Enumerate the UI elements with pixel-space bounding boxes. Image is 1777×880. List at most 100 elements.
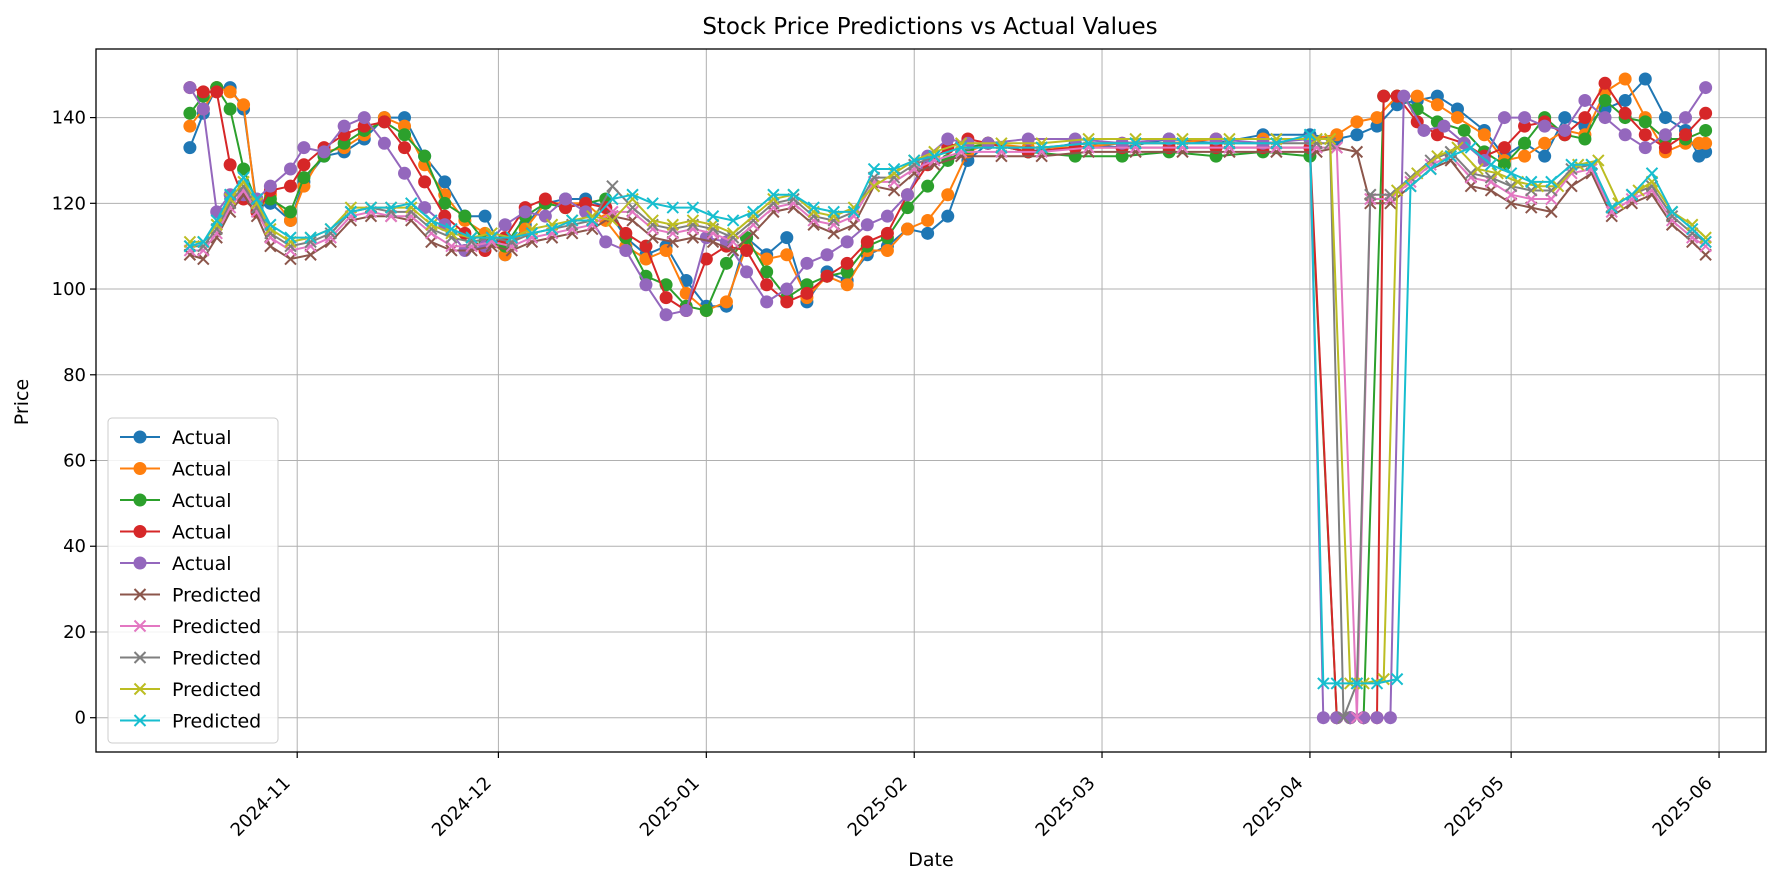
legend-entry: Predicted [120,648,261,670]
data-point [760,265,774,279]
data-point [606,192,619,206]
data-point [398,128,412,142]
data-point [606,214,619,227]
data-point [1618,93,1632,107]
data-point [659,291,673,305]
data-point [840,235,854,249]
y-tick-label: 40 [63,536,86,557]
data-point [679,273,693,287]
data-point [210,85,224,99]
data-point [1699,136,1713,150]
data-point [1638,141,1652,155]
data-point [1364,188,1377,201]
data-point [1497,111,1511,125]
data-point [1410,89,1424,103]
data-point [250,192,264,206]
data-point [425,214,438,227]
data-point [1457,136,1471,150]
data-point [1618,128,1632,142]
data-point [666,222,679,236]
data-point [699,252,713,266]
data-point [384,201,398,214]
legend-label: Actual [172,490,232,512]
data-point [760,252,774,266]
data-point [921,213,935,227]
data-point [606,179,619,193]
data-point [1638,128,1652,142]
data-point [941,209,955,223]
data-point [1303,128,1317,141]
data-point [1598,111,1612,125]
data-point [1484,158,1498,171]
data-point [921,226,935,240]
data-point [659,308,673,322]
data-point [1176,137,1189,150]
data-point [1316,711,1330,725]
data-point [740,243,754,257]
data-point [458,209,472,223]
data-point [1645,167,1659,180]
chart-title: Stock Price Predictions vs Actual Values [702,14,1157,40]
data-point [659,243,673,257]
data-point [1686,222,1699,236]
legend-label: Predicted [172,585,261,607]
data-point [780,295,794,309]
data-point [1370,711,1384,725]
data-point [847,205,861,219]
data-point [1497,141,1511,155]
data-point [1518,149,1532,163]
data-point [538,209,552,223]
data-point [1330,128,1344,142]
legend-entry: Actual [120,522,232,544]
data-point [1484,171,1498,184]
data-point [1223,137,1236,150]
data-point [1578,111,1592,125]
grid-lines [96,49,1766,752]
data-point [867,162,881,176]
data-point [1430,98,1444,112]
data-point [726,231,740,244]
data-point [941,188,955,202]
legend-label: Predicted [172,711,261,733]
data-point [726,227,740,240]
plot-frame [95,48,1767,753]
data-point [297,158,311,172]
data-point [619,226,633,240]
data-point [1450,111,1464,125]
data-series [183,72,1713,725]
data-point [1383,711,1397,725]
data-point [780,282,794,296]
legend-entry: Predicted [120,679,261,701]
y-tick-label: 120 [52,193,86,214]
y-tick-label: 0 [75,708,86,729]
data-point [995,141,1008,154]
data-point [133,430,147,444]
data-point [1618,72,1632,86]
data-point [283,179,297,193]
data-point [699,303,713,317]
data-point [679,303,693,317]
data-point [498,218,512,232]
data-point [1538,149,1552,163]
data-point [599,235,613,249]
data-point [1357,711,1371,725]
data-point [297,141,311,155]
data-point [901,188,915,202]
series-line [189,133,1707,685]
data-point [740,265,754,279]
data-point [438,175,452,189]
data-point [747,205,760,219]
data-point [646,197,659,210]
legend-entry: Predicted [120,585,261,607]
data-point [465,231,478,244]
data-point [197,235,210,249]
legend-entry: Actual [120,490,232,512]
series-line [189,86,1706,719]
data-point [1035,141,1048,154]
y-tick-label: 100 [52,279,86,300]
legend-label: Predicted [172,679,261,701]
data-point [283,162,297,176]
data-point [237,98,251,112]
data-point [438,196,452,210]
data-point [1370,677,1384,690]
